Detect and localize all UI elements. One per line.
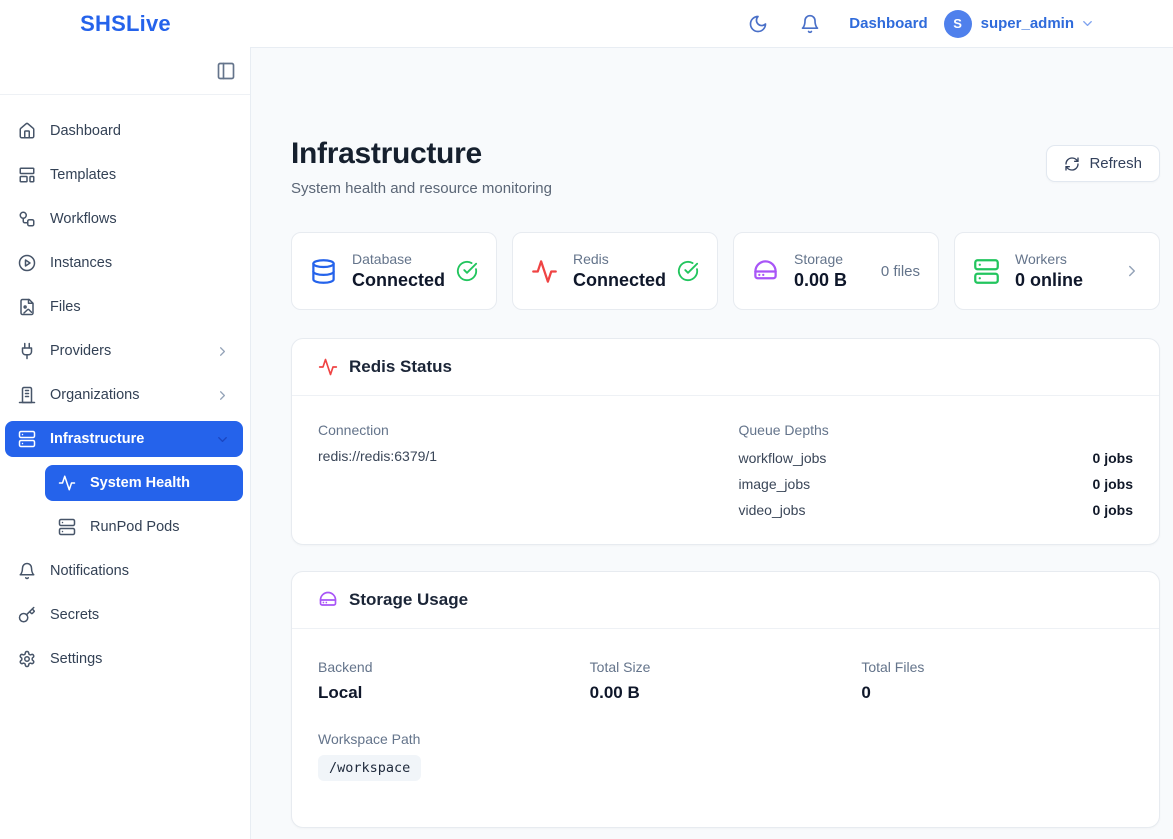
- server-icon: [973, 258, 1000, 285]
- header-dashboard-link[interactable]: Dashboard: [849, 15, 928, 32]
- workspace-path-value: /workspace: [318, 755, 422, 781]
- files-count: 0 files: [880, 262, 920, 280]
- redis-queues-block: Queue Depths workflow_jobs 0 jobs image_…: [739, 422, 1134, 518]
- chevron-down-icon: [1080, 16, 1095, 31]
- queue-row: video_jobs 0 jobs: [738, 502, 1134, 518]
- redis-connection-block: Connection redis://redis:6379/1: [318, 422, 713, 518]
- user-name: super_admin: [980, 15, 1074, 32]
- workers-status-card[interactable]: Workers 0 online: [954, 232, 1160, 310]
- workflow-icon: [18, 210, 36, 228]
- dark-mode-toggle[interactable]: [745, 11, 771, 37]
- refresh-icon: [1064, 156, 1080, 172]
- refresh-button[interactable]: Refresh: [1046, 145, 1160, 182]
- workspace-path-field: Workspace Path /workspace: [318, 731, 1133, 781]
- total-files-field: Total Files 0: [861, 659, 925, 702]
- plug-icon: [18, 342, 36, 360]
- sidebar-item-workflows[interactable]: Workflows: [5, 201, 243, 237]
- sidebar-top-row: [0, 47, 250, 95]
- queue-row: workflow_jobs 0 jobs: [738, 450, 1134, 466]
- total-size-field: Total Size 0.00 B: [589, 659, 651, 702]
- chevron-right-icon: [215, 388, 230, 403]
- sidebar-item-dashboard[interactable]: Dashboard: [5, 113, 243, 149]
- sidebar-item-instances[interactable]: Instances: [5, 245, 243, 281]
- sidebar: Dashboard Templates Workflows Instances: [0, 47, 251, 839]
- sidebar-item-infrastructure[interactable]: Infrastructure: [5, 421, 243, 457]
- server-icon: [58, 518, 76, 536]
- sidebar-item-system-health[interactable]: System Health: [45, 465, 243, 501]
- sidebar-item-settings[interactable]: Settings: [5, 641, 243, 677]
- gear-icon: [18, 650, 36, 668]
- file-image-icon: [18, 298, 36, 316]
- sidebar-nav: Dashboard Templates Workflows Instances: [0, 95, 250, 677]
- header-controls: Dashboard S super_admin: [745, 9, 1173, 38]
- activity-icon: [531, 258, 558, 285]
- page-subtitle: System health and resource monitoring: [291, 180, 552, 197]
- user-menu[interactable]: S super_admin: [943, 9, 1095, 38]
- sidebar-item-files[interactable]: Files: [5, 289, 243, 325]
- key-icon: [18, 606, 36, 624]
- page-header: Infrastructure System health and resourc…: [291, 137, 1160, 197]
- sidebar-item-secrets[interactable]: Secrets: [5, 597, 243, 633]
- bell-icon: [800, 14, 820, 34]
- bell-icon: [18, 562, 36, 580]
- header-divider: [251, 47, 1173, 48]
- queue-depths-label: Queue Depths: [738, 422, 829, 438]
- activity-icon: [318, 357, 338, 377]
- database-status-card[interactable]: Database Connected: [291, 232, 497, 310]
- top-header: SHSLive Dashboard S super_admin: [0, 0, 1173, 47]
- main-content: Infrastructure System health and resourc…: [251, 47, 1173, 839]
- backend-field: Backend Local: [318, 659, 373, 702]
- notifications-button[interactable]: [797, 11, 823, 37]
- moon-icon: [748, 14, 768, 34]
- connection-value: redis://redis:6379/1: [318, 448, 438, 464]
- sidebar-item-notifications[interactable]: Notifications: [5, 553, 243, 589]
- panel-left-icon: [216, 61, 236, 81]
- page-title: Infrastructure: [291, 137, 482, 170]
- layout-template-icon: [18, 166, 36, 184]
- check-circle-icon: [677, 260, 699, 282]
- building-icon: [18, 386, 36, 404]
- chevron-right-icon: [215, 344, 230, 359]
- sidebar-item-templates[interactable]: Templates: [5, 157, 243, 193]
- check-circle-icon: [456, 260, 478, 282]
- queue-row: image_jobs 0 jobs: [738, 476, 1134, 492]
- server-icon: [18, 430, 36, 448]
- storage-status-card[interactable]: Storage 0.00 B 0 files: [733, 232, 939, 310]
- redis-status-panel: Redis Status Connection redis://redis:63…: [291, 338, 1160, 545]
- redis-status-card[interactable]: Redis Connected: [512, 232, 718, 310]
- storage-usage-panel: Storage Usage Backend Local Total Size 0…: [291, 571, 1160, 828]
- connection-label: Connection: [318, 422, 389, 438]
- storage-panel-title: Storage Usage: [349, 590, 469, 609]
- sidebar-item-runpod-pods[interactable]: RunPod Pods: [45, 509, 243, 545]
- status-cards-row: Database Connected Redis Connected: [291, 232, 1160, 310]
- chevron-down-icon: [215, 432, 230, 447]
- home-icon: [18, 122, 36, 140]
- sidebar-item-organizations[interactable]: Organizations: [5, 377, 243, 413]
- app-logo[interactable]: SHSLive: [80, 10, 171, 36]
- storage-panel-header: Storage Usage: [292, 572, 1159, 629]
- redis-panel-header: Redis Status: [292, 339, 1159, 396]
- avatar: S: [943, 9, 972, 38]
- play-circle-icon: [18, 254, 36, 272]
- sidebar-collapse-button[interactable]: [216, 61, 236, 81]
- hard-drive-icon: [318, 590, 338, 610]
- sidebar-item-providers[interactable]: Providers: [5, 333, 243, 369]
- hard-drive-icon: [752, 258, 779, 285]
- database-icon: [310, 258, 337, 285]
- redis-panel-title: Redis Status: [349, 357, 452, 376]
- activity-icon: [58, 474, 76, 492]
- chevron-right-icon: [1123, 262, 1141, 280]
